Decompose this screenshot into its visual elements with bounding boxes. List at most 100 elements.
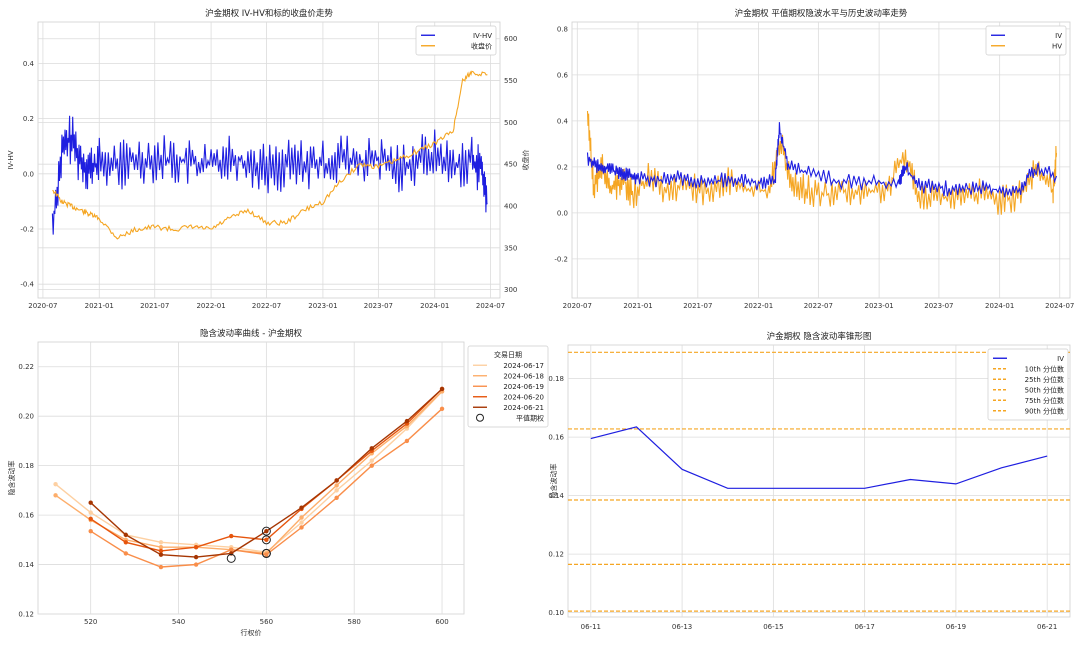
plot-frame-2 <box>571 21 1071 299</box>
y-tick-label-1: 0.2 <box>23 115 34 123</box>
smile-point-2024-06-19 <box>88 528 93 534</box>
series-line-hv <box>586 110 1058 215</box>
smile-point-2024-06-21 <box>404 418 410 424</box>
plot-frame-1 <box>37 21 501 299</box>
smile-point-2024-06-17 <box>369 458 374 463</box>
y-tick-label-2: 0.0 <box>557 209 568 217</box>
x-tick-label-4: 06-11 <box>581 623 601 631</box>
smile-point-2024-06-17 <box>53 481 58 487</box>
smile-point-2024-06-18 <box>334 483 339 488</box>
x-tick-label-4: 06-21 <box>1037 623 1057 631</box>
x-tick-label-1: 2023-07 <box>364 302 393 310</box>
y-tick-label-3: 0.16 <box>18 512 34 520</box>
y-tick-label-4: 0.16 <box>548 434 564 442</box>
y2-tick-label-1: 550 <box>504 77 517 85</box>
legend-label-3: 2024-06-17 <box>503 362 544 370</box>
smile-point-2024-06-20 <box>123 540 129 545</box>
chart-title-2: 沪金期权 平值期权隐波水平与历史波动率走势 <box>735 8 908 19</box>
smile-point-2024-06-20 <box>264 537 269 543</box>
smile-point-2024-06-19 <box>404 438 410 444</box>
legend-label-3: 2024-06-19 <box>503 383 544 391</box>
legend-box-3 <box>467 345 549 428</box>
y-tick-label-1: 0.4 <box>23 60 35 68</box>
smile-point-2024-06-19 <box>264 552 269 557</box>
series-line-close <box>52 70 488 240</box>
y-tick-label-3: 0.18 <box>18 462 34 470</box>
y-tick-label-2: 0.8 <box>557 25 568 33</box>
x-tick-label-4: 06-17 <box>854 623 874 631</box>
smile-point-2024-06-18 <box>158 545 164 550</box>
smile-point-2024-06-18 <box>299 515 304 520</box>
atm-marker-2024-06-18 <box>226 553 236 563</box>
smile-point-2024-06-19 <box>229 547 234 552</box>
chart-title-4: 沪金期权 隐含波动率锥形图 <box>767 331 872 342</box>
x-tick-label-2: 2023-01 <box>864 302 893 310</box>
smile-point-2024-06-21 <box>123 532 129 538</box>
plot-frame-3 <box>37 341 465 615</box>
x-tick-label-1: 2021-07 <box>140 302 169 310</box>
smile-point-2024-06-19 <box>193 562 199 567</box>
x-tick-label-4: 06-19 <box>946 623 966 631</box>
smile-point-2024-06-17 <box>158 540 164 545</box>
smile-point-2024-06-21 <box>158 552 164 557</box>
smile-point-2024-06-20 <box>88 516 93 521</box>
y-axis-label-3: 隐含波动率 <box>7 461 16 496</box>
plot-frame-4 <box>567 344 1071 618</box>
legend-label-1: IV-HV <box>473 32 492 40</box>
y-tick-label-2: -0.2 <box>554 255 568 263</box>
legend-label-3: 2024-06-20 <box>503 393 544 401</box>
legend-label-2: IV <box>1055 32 1062 40</box>
legend-label-4: IV <box>1057 355 1064 363</box>
y-tick-label-3: 0.20 <box>18 413 34 421</box>
chart-iv-hv-close: 沪金期权 IV-HV和标的收盘价走势 2020-07 2021-01 2021-07 2… <box>7 8 530 310</box>
legend-box-1 <box>415 25 497 56</box>
smile-point-2024-06-21 <box>439 386 445 392</box>
y2-tick-label-1: 500 <box>504 119 517 127</box>
y2-axis-label-1: 收盘价 <box>521 150 530 171</box>
x-tick-label-2: 2021-07 <box>683 302 712 310</box>
legend-label-4: 50th 分位数 <box>1025 385 1064 394</box>
x-tick-label-1: 2022-07 <box>252 302 281 310</box>
legend-label-4: 10th 分位数 <box>1025 364 1064 373</box>
smile-point-2024-06-19 <box>299 525 304 530</box>
series-line-iv <box>586 122 1058 198</box>
y2-tick-label-1: 300 <box>504 286 517 294</box>
legend-marker-3 <box>476 413 484 422</box>
x-tick-label-4: 06-13 <box>672 623 692 631</box>
y-tick-label-3: 0.22 <box>18 363 34 371</box>
y-tick-label-3: 0.14 <box>18 561 34 569</box>
x-tick-label-3: 540 <box>172 618 185 626</box>
y-axis-label-1: IV-HV <box>7 150 15 169</box>
legend-box-2 <box>985 25 1067 56</box>
atm-marker-2024-06-20 <box>261 535 271 545</box>
x-tick-label-2: 2022-07 <box>804 302 833 310</box>
legend-label-4: 75th 分位数 <box>1025 396 1064 405</box>
chart-vol-cone: 沪金期权 隐含波动率锥形图 06-11 06-13 06-15 06-17 06-19 06… <box>548 331 1071 631</box>
smile-point-2024-06-21 <box>88 500 93 505</box>
x-axis-label-3: 行权价 <box>241 628 262 637</box>
y-tick-label-4: 0.10 <box>548 609 564 617</box>
smile-point-2024-06-20 <box>193 545 199 550</box>
x-tick-label-2: 2024-01 <box>985 302 1014 310</box>
x-tick-label-3: 580 <box>348 618 361 626</box>
x-tick-label-4: 06-15 <box>763 623 783 631</box>
x-tick-label-2: 2020-07 <box>563 302 592 310</box>
legend-label-3: 平值期权 <box>516 413 544 422</box>
y-tick-label-3: 0.12 <box>18 611 34 619</box>
series-line-iv-hv <box>51 115 488 235</box>
smile-point-2024-06-21 <box>369 446 374 451</box>
chart-atm-iv-hv: 沪金期权 平值期权隐波水平与历史波动率走势 2020-07 2021-01 2021-… <box>554 8 1074 310</box>
y2-tick-label-1: 450 <box>504 161 517 169</box>
y-tick-label-4: 0.18 <box>548 375 564 383</box>
y-tick-label-4: 0.14 <box>548 492 564 500</box>
x-tick-label-1: 2020-07 <box>28 302 57 310</box>
x-tick-label-2: 2022-01 <box>744 302 773 310</box>
y-axis-label-4: 隐含波动率 <box>549 464 558 499</box>
x-tick-label-3: 560 <box>260 618 273 626</box>
smile-point-2024-06-19 <box>123 551 129 556</box>
smile-point-2024-06-17 <box>88 510 93 515</box>
x-tick-label-1: 2022-01 <box>196 302 225 310</box>
x-tick-label-1: 2024-01 <box>420 302 449 310</box>
x-tick-label-2: 2024-07 <box>1045 302 1074 310</box>
